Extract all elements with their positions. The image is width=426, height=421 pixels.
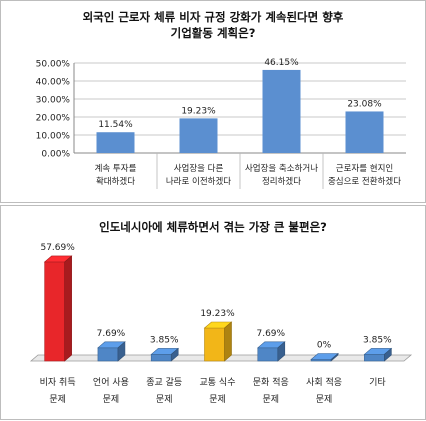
- data-label: 3.85%: [363, 335, 392, 345]
- data-label: 3.85%: [150, 335, 179, 345]
- x-tick-label: 문제: [49, 394, 66, 405]
- data-label: 0%: [317, 341, 332, 351]
- chart-panel-business-plans: 외국인 근로자 체류 비자 규정 강화가 계속된다면 향후 기업활동 계획은? …: [0, 0, 426, 203]
- data-label: 7.69%: [97, 329, 126, 339]
- data-label: 57.69%: [40, 243, 75, 253]
- y-tick-label: 20.00%: [36, 114, 71, 124]
- y-tick-label: 40.00%: [36, 78, 71, 88]
- bar: [97, 347, 119, 362]
- data-label: 7.69%: [256, 329, 285, 339]
- x-tick-label: 사회 적응: [306, 376, 342, 388]
- x-tick-label: 언어 사용: [93, 376, 129, 388]
- bar: [257, 347, 279, 362]
- x-tick-label: 근로자를 현지인: [336, 163, 393, 174]
- data-label: 19.23%: [200, 309, 235, 319]
- bar: [204, 327, 225, 362]
- x-tick-label: 정리하겠다: [262, 176, 301, 187]
- bar: [150, 354, 172, 362]
- x-tick-label: 교통 식수: [200, 377, 236, 388]
- y-tick-label: 0.00%: [41, 150, 70, 160]
- bar-side: [384, 347, 392, 362]
- y-tick-label: 30.00%: [36, 96, 71, 106]
- data-label: 46.15%: [264, 58, 299, 68]
- chart-title-2-line-1: 인도네시아에 체류하면서 겪는 가장 큰 불편은?: [99, 220, 327, 234]
- data-label: 19.23%: [181, 106, 216, 116]
- data-label: 23.08%: [347, 99, 382, 109]
- x-tick-label: 중심으로 전환하겠다: [328, 176, 401, 187]
- bar: [345, 111, 384, 153]
- x-tick-label: 문제: [103, 394, 120, 405]
- x-tick-label: 비자 취득: [40, 377, 76, 388]
- bar-side: [277, 341, 286, 362]
- chart-title-2: 인도네시아에 체류하면서 겪는 가장 큰 불편은?: [1, 219, 425, 235]
- bar: [96, 132, 135, 153]
- y-tick-label: 50.00%: [36, 60, 71, 70]
- chart-title-1-line-2: 기업활동 계획은?: [170, 26, 256, 40]
- x-tick-label: 기타: [369, 377, 386, 388]
- x-tick-label: 문제: [156, 394, 173, 405]
- bar-side: [64, 255, 72, 362]
- x-tick-label: 종교 갈등: [146, 377, 182, 388]
- x-tick-label: 문제: [209, 394, 226, 405]
- chart-title-1: 외국인 근로자 체류 비자 규정 강화가 계속된다면 향후 기업활동 계획은?: [1, 9, 425, 41]
- x-tick-label: 사업장을 축소하거나: [245, 163, 318, 174]
- x-tick-label: 사업장을 다른: [174, 163, 224, 174]
- bar-side: [330, 352, 339, 362]
- bar: [179, 118, 218, 153]
- y-tick-label: 10.00%: [36, 132, 71, 142]
- bar-side: [117, 341, 126, 362]
- x-tick-label: 나라로 이전하겠다: [166, 176, 231, 187]
- bar-side: [170, 347, 179, 362]
- bar: [262, 69, 301, 153]
- bar: [44, 261, 65, 362]
- x-tick-label: 문제: [316, 394, 333, 405]
- chart-1-svg: 0.00% 10.00% 20.00% 30.00% 40.00% 50.00% 11.54…: [36, 58, 406, 189]
- x-tick-label: 계속 투자를: [95, 163, 137, 174]
- bar: [364, 354, 385, 362]
- x-tick-label: 문제: [263, 394, 280, 405]
- chart-title-1-line-1: 외국인 근로자 체류 비자 규정 강화가 계속된다면 향후: [82, 10, 344, 24]
- data-label: 11.54%: [98, 120, 133, 130]
- bar-side: [224, 321, 232, 362]
- x-tick-label: 문화 적응: [253, 376, 289, 388]
- x-tick-label: 확대하겠다: [96, 176, 135, 187]
